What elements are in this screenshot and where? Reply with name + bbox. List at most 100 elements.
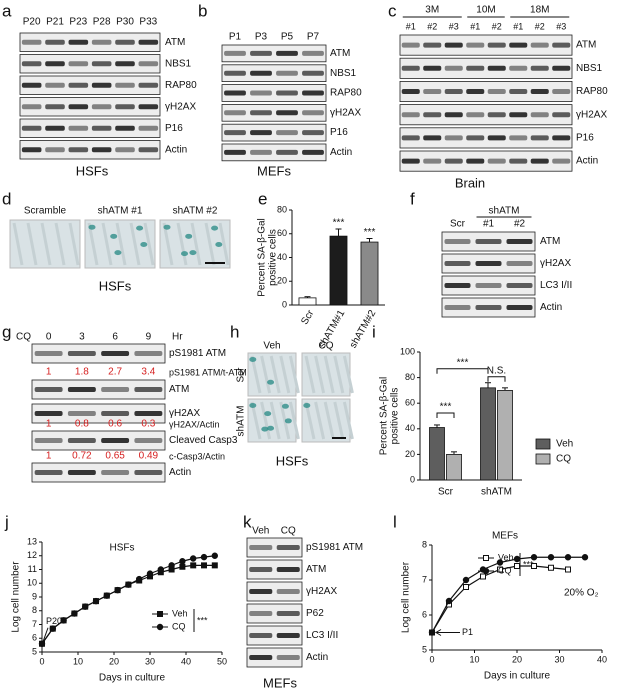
marker: [496, 559, 504, 566]
annotation-line: [42, 627, 49, 642]
band: [444, 135, 463, 141]
lane-label: P28: [93, 17, 111, 28]
row-label: pS1981 ATM: [169, 348, 226, 359]
ratio-value: 0.72: [72, 451, 92, 462]
cell-fiber: [269, 401, 281, 440]
cell-fiber: [54, 222, 66, 266]
blot-strip: [221, 143, 327, 162]
band: [115, 39, 135, 45]
band: [466, 89, 485, 94]
stained-cell: [267, 379, 275, 385]
blot-strip: [399, 150, 573, 172]
band: [34, 411, 63, 416]
bar: [480, 387, 496, 481]
band: [101, 470, 130, 475]
error-bar: [485, 382, 491, 388]
column-label: Veh: [263, 341, 280, 352]
cell-fiber: [129, 222, 141, 266]
band: [21, 82, 42, 88]
panel-caption: Brain: [455, 175, 485, 190]
band: [45, 39, 65, 45]
band: [530, 112, 549, 118]
legend-label: CQ: [172, 621, 186, 631]
significance-label: N.S.: [487, 365, 506, 376]
stained-cell: [185, 233, 193, 239]
cell-fiber: [162, 222, 174, 266]
marker: [211, 552, 219, 559]
ratio-value: 0.6: [108, 419, 122, 430]
band: [45, 125, 65, 131]
significance-label: ***: [440, 402, 452, 413]
stained-cell: [140, 241, 148, 247]
stained-cell: [136, 225, 144, 231]
y-tick-label: 20: [405, 449, 415, 459]
group-label: 10M: [476, 5, 495, 16]
band: [276, 130, 298, 136]
significance-label: ***: [333, 218, 345, 229]
legend-marker: [157, 611, 163, 617]
cell-fiber: [68, 222, 80, 266]
stained-cell: [284, 418, 292, 424]
band: [276, 70, 298, 76]
blot-strip: [221, 64, 327, 83]
bar: [298, 297, 317, 306]
band: [487, 158, 506, 164]
band: [444, 65, 463, 71]
cell-fiber: [101, 222, 113, 266]
row-label: Actin: [165, 144, 187, 155]
x-axis-label: Days in culture: [484, 671, 551, 682]
marker: [190, 555, 197, 562]
band: [509, 135, 528, 141]
significance-label: ***: [457, 357, 469, 368]
x-tick-label: Scr: [299, 308, 316, 327]
blot-strip: [31, 379, 166, 400]
marker: [513, 555, 521, 563]
band: [466, 42, 485, 48]
band: [249, 611, 273, 616]
lane-label: P21: [46, 17, 64, 28]
lane-label: P1: [229, 32, 242, 43]
band: [224, 130, 246, 136]
band: [444, 112, 463, 118]
ratio-value: 0.3: [141, 419, 155, 430]
lane-label: #1: [470, 21, 480, 31]
band: [466, 158, 485, 164]
y-tick-label: 7: [422, 574, 427, 584]
marker: [497, 566, 503, 573]
band: [423, 112, 442, 118]
x-axis-label: Days in culture: [99, 673, 166, 684]
ratio-value: 1: [46, 367, 52, 378]
y-axis-label: positive cells: [268, 229, 279, 286]
band: [466, 65, 485, 71]
cell-fiber: [342, 401, 354, 440]
row-label: γH2AX: [330, 107, 361, 118]
row-label: Actin: [169, 467, 191, 478]
panel-caption: HSFs: [99, 278, 132, 293]
band: [91, 125, 112, 131]
y-tick-label: 7: [32, 619, 37, 629]
cell-fiber: [115, 222, 127, 266]
band: [466, 112, 485, 118]
marker: [82, 603, 89, 610]
lane-label: P20: [23, 17, 41, 28]
band: [423, 65, 442, 71]
band: [276, 149, 298, 155]
cell-fiber: [304, 401, 316, 440]
band: [101, 351, 130, 356]
band: [250, 70, 272, 76]
lane-label: #1: [406, 21, 416, 31]
column-label: Scramble: [24, 206, 67, 217]
band: [91, 39, 112, 45]
row-label: γH2AX: [576, 109, 607, 120]
stained-cell: [249, 356, 257, 362]
band: [138, 61, 159, 67]
y-tick-label: 0: [410, 474, 415, 484]
row-label: P16: [576, 133, 594, 144]
y-tick-label: 13: [27, 536, 37, 546]
ratio-value: 2.7: [108, 367, 122, 378]
band: [67, 411, 96, 416]
marker: [179, 558, 186, 565]
panel-caption: MEFs: [263, 675, 297, 690]
band: [423, 89, 442, 94]
